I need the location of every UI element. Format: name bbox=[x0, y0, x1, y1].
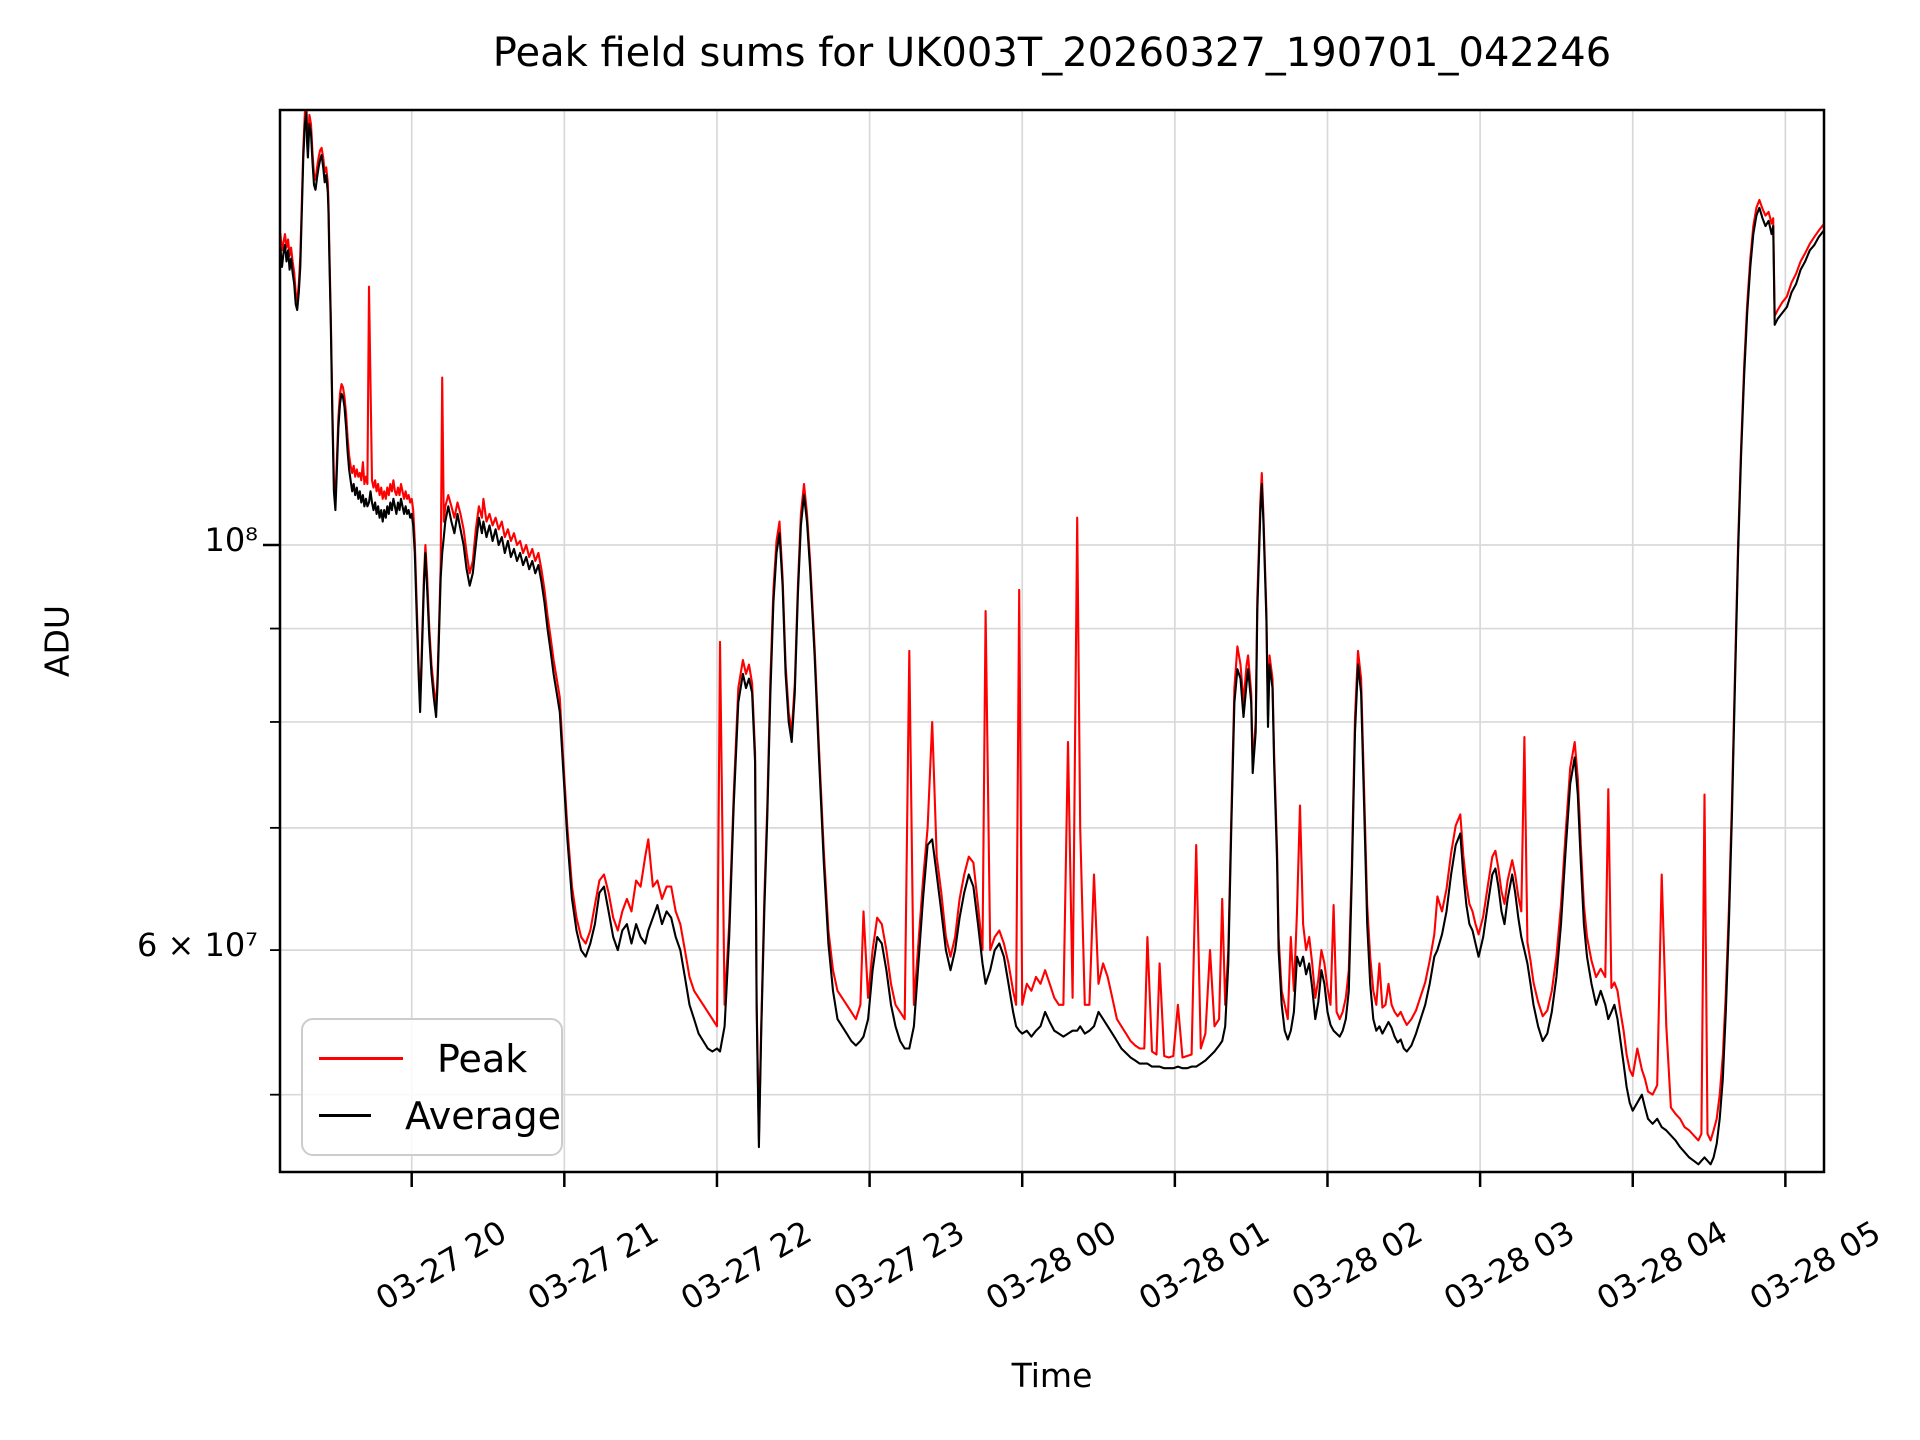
legend-item-average: Average bbox=[319, 1097, 561, 1135]
legend-item-peak: Peak bbox=[319, 1040, 561, 1078]
series-line-average bbox=[280, 111, 1824, 1166]
y-tick-label-1e8: 10⁸ bbox=[204, 521, 258, 559]
chart-title: Peak field sums for UK003T_20260327_1907… bbox=[492, 30, 1612, 76]
series-line-peak bbox=[280, 110, 1824, 1142]
plot-frame bbox=[278, 108, 1826, 1174]
y-axis-label: ADU bbox=[37, 604, 77, 678]
legend-label-average: Average bbox=[404, 1093, 561, 1138]
series-lines bbox=[280, 110, 1824, 1166]
plot-background bbox=[280, 110, 1824, 1172]
legend: Peak Average bbox=[301, 1018, 563, 1156]
legend-label-peak: Peak bbox=[437, 1036, 528, 1081]
legend-line-sample-peak bbox=[319, 1057, 403, 1060]
x-axis-label: Time bbox=[1011, 1356, 1093, 1395]
axis-ticks bbox=[263, 543, 1787, 1187]
legend-line-sample-average bbox=[319, 1114, 371, 1117]
y-tick-label-6e7: 6 × 10⁷ bbox=[136, 926, 258, 964]
